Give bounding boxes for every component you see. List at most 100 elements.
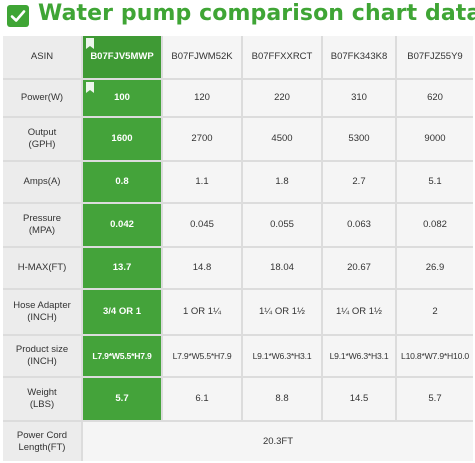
table-cell-text: 9000: [424, 133, 446, 144]
table-cell: L9.1*W6.3*H3.1: [243, 336, 321, 376]
comparison-table: ASIN B07FJV5MWP B07FJWM52K B07FFXXRCT B07FK3…: [3, 36, 473, 461]
table-cell: L7.9*W5.5*H7.9: [83, 336, 161, 376]
table-cell: 0.082: [397, 204, 473, 246]
row-label: Output (GPH): [3, 118, 81, 160]
table-cell-text: 20.67: [347, 262, 371, 273]
footer-label: Power Cord Length(FT): [3, 422, 81, 461]
row-label: H-MAX(FT): [3, 248, 81, 288]
header-label-cell: ASIN: [3, 36, 81, 78]
table-cell: 2700: [163, 118, 241, 160]
column-header: B07FK343K8: [323, 36, 395, 78]
check-box-icon: [7, 5, 29, 27]
table-cell-text: 0.8: [115, 176, 129, 187]
table-cell-text: 2: [432, 306, 438, 317]
table-cell: 20.67: [323, 248, 395, 288]
table-cell: 5.7: [397, 378, 473, 420]
table-cell-text: 0.082: [423, 219, 447, 230]
table-cell: 18.04: [243, 248, 321, 288]
table-cell-text: 1.1: [195, 176, 209, 187]
table-cell-text: 13.7: [112, 262, 132, 273]
column-header-text: B07FJWM52K: [171, 51, 233, 62]
column-header-text: B07FJZ55Y9: [407, 51, 463, 62]
table-cell-text: 1¼ OR 1½: [259, 306, 305, 317]
table-cell: 620: [397, 80, 473, 116]
column-header-text: B07FK343K8: [330, 51, 388, 62]
table-cell: 310: [323, 80, 395, 116]
table-cell: 1.1: [163, 162, 241, 202]
table-cell: 8.8: [243, 378, 321, 420]
table-cell: 2: [397, 290, 473, 334]
row-label-text: Power(W): [20, 92, 64, 103]
table-cell-text: 220: [274, 92, 290, 103]
table-cell-text: 310: [351, 92, 367, 103]
table-cell: 0.042: [83, 204, 161, 246]
table-cell: 0.055: [243, 204, 321, 246]
table-cell: 3/4 OR 1: [83, 290, 161, 334]
table-cell-text: 26.9: [425, 262, 445, 273]
row-label-text: Product size (INCH): [15, 344, 69, 367]
table-cell: 120: [163, 80, 241, 116]
row-label-text: Amps(A): [23, 176, 61, 187]
title-bar: Water pump comparison chart data: [0, 0, 475, 32]
table-cell-text: 2700: [191, 133, 213, 144]
table-cell: 9000: [397, 118, 473, 160]
table-cell-text: 4500: [271, 133, 293, 144]
table-cell: L10.8*W7.9*H10.0: [397, 336, 473, 376]
column-header: B07FFXXRCT: [243, 36, 321, 78]
table-cell: 1 OR 1¼: [163, 290, 241, 334]
table-cell-text: 6.1: [195, 393, 209, 404]
column-header: B07FJZ55Y9: [397, 36, 473, 78]
table-cell: 100: [83, 80, 161, 116]
table-cell-text: L7.9*W5.5*H7.9: [172, 351, 232, 361]
table-cell: L9.1*W6.3*H3.1: [323, 336, 395, 376]
header-label-cell-text: ASIN: [30, 51, 54, 62]
table-cell: L7.9*W5.5*H7.9: [163, 336, 241, 376]
column-header: B07FJV5MWP: [83, 36, 161, 78]
row-label-text: Pressure (MPA): [22, 213, 61, 236]
table-cell-text: L10.8*W7.9*H10.0: [401, 351, 469, 361]
footer-value: 20.3FT: [262, 435, 294, 447]
table-cell: 0.8: [83, 162, 161, 202]
page-title: Water pump comparison chart data: [38, 1, 475, 26]
row-label: Hose Adapter (INCH): [3, 290, 81, 334]
table-cell: 6.1: [163, 378, 241, 420]
row-label: Amps(A): [3, 162, 81, 202]
table-cell-text: 3/4 OR 1: [102, 306, 142, 317]
table-cell-text: L9.1*W6.3*H3.1: [252, 351, 312, 361]
row-label-text: H-MAX(FT): [17, 262, 67, 273]
table-cell-text: 0.045: [190, 219, 214, 230]
table-cell-text: 14.5: [349, 393, 369, 404]
table-cell-text: 620: [427, 92, 443, 103]
table-cell: 5.7: [83, 378, 161, 420]
table-cell: 220: [243, 80, 321, 116]
table-cell-text: 14.8: [192, 262, 212, 273]
table-cell: 5300: [323, 118, 395, 160]
table-cell-text: 100: [114, 92, 130, 103]
table-cell: 5.1: [397, 162, 473, 202]
table-cell-text: L7.9*W5.5*H7.9: [92, 351, 152, 361]
table-cell-text: 1600: [111, 133, 133, 144]
table-cell: 1¼ OR 1½: [323, 290, 395, 334]
table-cell-text: 2.7: [352, 176, 366, 187]
row-label-text: Output (GPH): [27, 127, 57, 150]
footer-label-text: Power Cord Length(FT): [16, 429, 68, 453]
row-label-text: Hose Adapter (INCH): [13, 300, 71, 323]
table-cell-text: L9.1*W6.3*H3.1: [329, 351, 389, 361]
column-header-text: B07FFXXRCT: [251, 51, 313, 62]
table-cell-text: 5300: [348, 133, 370, 144]
table-cell-text: 0.055: [270, 219, 294, 230]
table-cell-text: 0.042: [110, 219, 134, 230]
table-cell-text: 0.063: [347, 219, 371, 230]
table-cell-text: 5.7: [428, 393, 442, 404]
row-label: Weight (LBS): [3, 378, 81, 420]
row-label-text: Weight (LBS): [27, 387, 57, 410]
table-cell: 0.063: [323, 204, 395, 246]
table-cell-text: 1¼ OR 1½: [336, 306, 382, 317]
column-header: B07FJWM52K: [163, 36, 241, 78]
table-cell: 0.045: [163, 204, 241, 246]
table-cell-text: 8.8: [275, 393, 289, 404]
table-cell: 26.9: [397, 248, 473, 288]
table-cell: 14.8: [163, 248, 241, 288]
ribbon-badge-icon: [86, 82, 94, 93]
table-cell: 2.7: [323, 162, 395, 202]
